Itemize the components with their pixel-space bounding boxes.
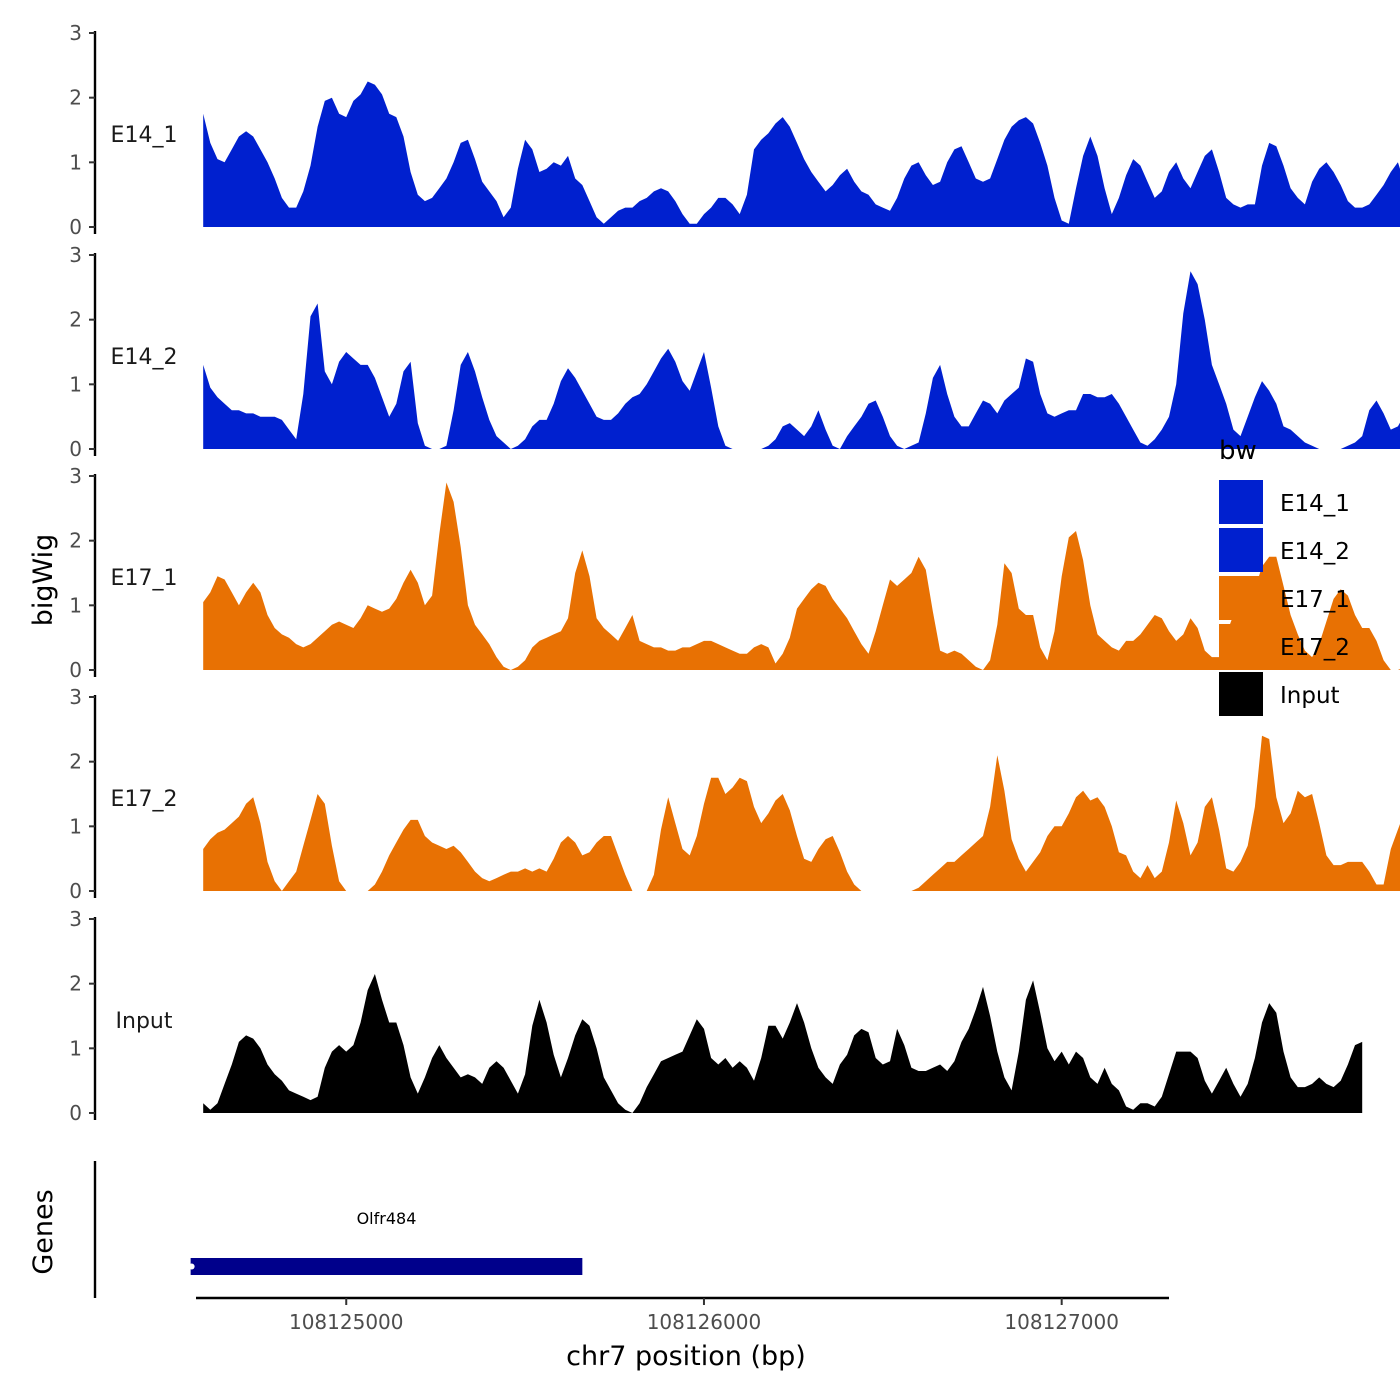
x-tick-label: 108125000 — [289, 1310, 404, 1334]
track-input: 0 1 2 3 Input — [69, 907, 1363, 1125]
track-label: E14_2 — [111, 345, 178, 370]
y-tick-label: 1 — [69, 1036, 82, 1060]
legend-swatch — [1219, 576, 1263, 620]
y-tick-label: 0 — [69, 437, 82, 461]
legend-label: E14_1 — [1280, 491, 1350, 517]
signal-area-e14-2 — [203, 271, 1400, 449]
y-tick-label: 2 — [69, 86, 82, 110]
track-label: E17_2 — [111, 787, 178, 812]
track-e17-1: 0 1 2 3 E17_1 — [69, 464, 1400, 682]
signal-area-e14-1 — [203, 81, 1400, 227]
y-tick-label: 1 — [69, 372, 82, 396]
genes-axis-title: Genes — [28, 1189, 59, 1274]
y-tick-label: 0 — [69, 1101, 82, 1125]
y-tick-label: 3 — [69, 907, 82, 931]
y-tick-label: 1 — [69, 814, 82, 838]
bigwig-tracks: 0 1 2 3 E14_1 0 1 2 3 E14_2 0 1 2 3 E17_1 0 1 2 3 E17_2 0 1 2 3… — [69, 21, 1400, 1125]
legend-swatch — [1219, 672, 1263, 716]
x-tick-label: 108127000 — [1004, 1310, 1119, 1334]
legend: bw E14_1 E14_2 E17_1 E17_2 Input — [1219, 436, 1350, 716]
legend-label: E17_1 — [1280, 587, 1350, 613]
legend-label: E17_2 — [1280, 635, 1350, 661]
gene-strand-marker — [188, 1263, 195, 1270]
signal-area-input — [203, 974, 1363, 1113]
legend-swatch — [1219, 480, 1263, 524]
y-tick-label: 2 — [69, 972, 82, 996]
track-label: Input — [116, 1009, 173, 1034]
track-label: E14_1 — [111, 123, 178, 148]
legend-label: Input — [1280, 683, 1340, 709]
signal-area-e17-1 — [203, 482, 1400, 670]
y-tick-label: 0 — [69, 215, 82, 239]
x-axis: 108125000 108126000 108127000 — [196, 1296, 1169, 1334]
track-e17-2: 0 1 2 3 E17_2 — [69, 685, 1400, 903]
y-tick-label: 3 — [69, 21, 82, 45]
track-e14-1: 0 1 2 3 E14_1 — [69, 21, 1400, 239]
legend-label: E14_2 — [1280, 539, 1350, 565]
y-tick-label: 0 — [69, 658, 82, 682]
y-tick-label: 0 — [69, 879, 82, 903]
y-tick-label: 3 — [69, 243, 82, 267]
legend-swatch — [1219, 624, 1263, 668]
y-tick-label: 1 — [69, 593, 82, 617]
gene-label: Olfr484 — [357, 1209, 417, 1228]
x-tick-label: 108126000 — [647, 1310, 762, 1334]
y-tick-label: 2 — [69, 308, 82, 332]
x-axis-title: chr7 position (bp) — [566, 1341, 806, 1372]
gene-body — [190, 1258, 583, 1275]
track-e14-2: 0 1 2 3 E14_2 — [69, 243, 1400, 461]
y-tick-label: 3 — [69, 464, 82, 488]
legend-swatch — [1219, 528, 1263, 572]
genes-panel: Olfr484 — [93, 1161, 583, 1298]
y-tick-label: 3 — [69, 685, 82, 709]
legend-title: bw — [1219, 436, 1257, 466]
track-label: E17_1 — [111, 566, 178, 591]
y-tick-label: 2 — [69, 750, 82, 774]
y-axis-title: bigWig — [28, 534, 59, 627]
y-tick-label: 1 — [69, 150, 82, 174]
y-tick-label: 2 — [69, 529, 82, 553]
signal-area-e17-2 — [203, 735, 1400, 891]
